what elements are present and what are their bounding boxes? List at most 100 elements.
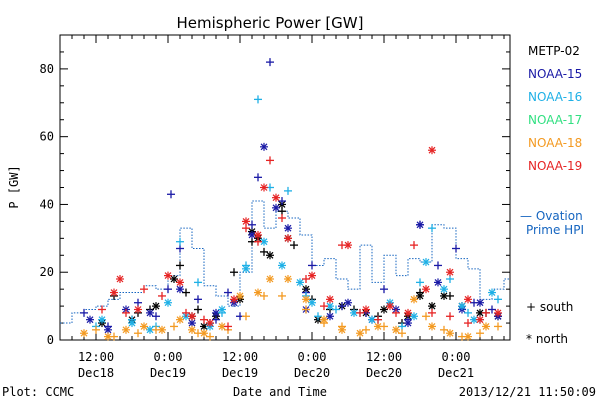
x-tick-label-time: 0:00 [442,350,471,364]
south-marker [422,312,430,321]
south-marker [266,58,274,67]
legend-ovation-line2: Prime HPI [526,223,584,237]
north-marker [296,278,304,287]
south-marker [434,261,442,270]
south-marker [224,322,232,331]
north-marker [98,315,106,324]
north-marker [272,193,280,202]
south-marker [164,285,172,294]
south-marker [428,224,436,233]
south-marker [176,237,184,246]
north-marker [110,288,118,297]
y-tick-label: 0 [47,333,54,347]
south-marker [320,302,328,311]
north-marker [446,329,454,338]
north-marker [302,295,310,304]
y-tick-label: 80 [40,62,54,76]
south-marker [494,322,502,331]
north-marker [218,322,226,331]
north-marker [464,295,472,304]
north-marker [320,315,328,324]
south-marker [194,305,202,314]
north-marker [458,302,466,311]
north-marker [374,322,382,331]
north-marker [146,308,154,317]
south-marker [278,207,286,216]
south-marker [440,325,448,334]
north-marker [422,285,430,294]
north-marker [236,291,244,300]
south-marker [140,285,148,294]
legend-noaa18: NOAA-18 [528,136,582,150]
north-marker [446,268,454,277]
south-marker [98,305,106,314]
north-marker [428,322,436,331]
south-marker [398,322,406,331]
south-marker [200,315,208,324]
south-marker [242,224,250,233]
y-tick-label: 20 [40,265,54,279]
y-axis: 0 20 40 60 80 [40,34,510,347]
north-marker [188,312,196,321]
north-marker [260,237,268,246]
south-marker [260,247,268,256]
north-marker [344,241,352,250]
south-marker [446,312,454,321]
north-marker [392,325,400,334]
north-marker [248,230,256,239]
north-marker [422,258,430,267]
south-marker [392,308,400,317]
north-marker [464,332,472,341]
x-axis-label: Date and Time [233,385,327,399]
south-marker [278,214,286,222]
data-markers [80,58,502,341]
x-tick-label-time: 12:00 [366,350,402,364]
north-marker [122,325,130,334]
north-marker [476,315,484,324]
south-marker [302,305,310,314]
legend-ovation-line1: — Ovation [520,209,583,223]
south-marker [194,278,202,287]
x-tick-label-date: Dec18 [78,366,114,380]
north-marker [428,302,436,311]
x-tick-label-date: Dec19 [150,366,186,380]
plot-credit: Plot: CCMC [2,385,74,399]
north-marker [326,295,334,304]
north-marker [164,298,172,307]
y-tick-label: 60 [40,130,54,144]
south-marker [182,308,190,317]
south-marker [362,325,370,334]
y-axis-label: P [GW] [7,165,21,208]
north-marker [176,315,184,324]
legend-noaa16: NOAA-16 [528,90,582,104]
x-tick-label-time: 0:00 [154,350,183,364]
south-marker [224,288,232,297]
south-marker [290,241,298,250]
south-marker [122,308,130,317]
north-marker [380,305,388,314]
north-marker [164,271,172,280]
north-marker [338,325,346,334]
north-marker [242,264,250,273]
legend-noaa19: NOAA-19 [528,159,582,173]
plot-timestamp: 2013/12/21 11:50:09 [459,385,596,399]
north-marker [86,315,94,324]
north-marker [488,288,496,297]
south-marker [380,285,388,294]
north-marker [440,285,448,294]
north-marker [128,319,136,328]
south-marker [254,173,262,182]
chart-title: Hemispheric Power [GW] [177,14,364,32]
south-marker [464,319,472,328]
south-marker [416,278,424,287]
south-marker [302,275,310,283]
south-marker [152,312,160,321]
north-marker [428,146,436,155]
north-marker [230,295,238,304]
north-marker [494,308,502,317]
south-marker [446,275,454,283]
south-marker [242,312,250,321]
south-marker [338,302,346,311]
north-marker [278,261,286,270]
south-marker [482,308,490,317]
